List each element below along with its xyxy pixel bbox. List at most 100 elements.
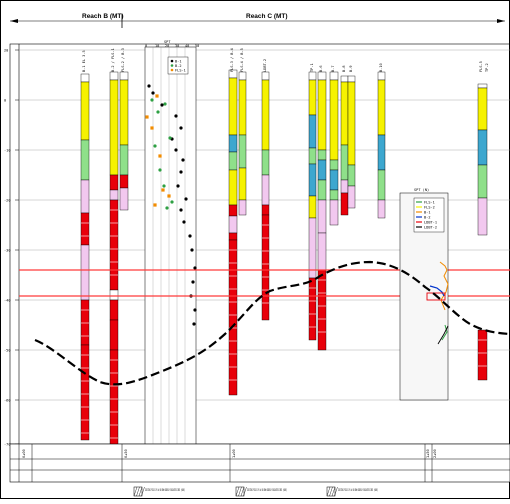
boring-layer bbox=[228, 215, 238, 234]
boring-layer bbox=[317, 159, 327, 181]
right-legend-label: FLS-1 bbox=[424, 200, 435, 204]
boring-layer bbox=[109, 79, 119, 176]
spt-point-fls1 bbox=[145, 115, 149, 119]
reach-b-label: Reach B (MT) bbox=[82, 13, 124, 20]
spt-point-b2 bbox=[156, 110, 160, 114]
spt-panel: 0 10 20 30 40 50 SPT B-1 B-2 FLS-1 bbox=[144, 40, 199, 445]
boring-layer bbox=[377, 169, 386, 201]
spt-point-b1 bbox=[151, 91, 155, 95]
boring-layer bbox=[377, 199, 386, 219]
pile-hatch-stroke bbox=[141, 486, 145, 497]
boring-label: B-7 bbox=[331, 66, 335, 73]
spt-point-b2 bbox=[162, 184, 166, 188]
boring-label: TP-1 bbox=[310, 63, 314, 72]
boring-layer bbox=[80, 139, 90, 181]
boring-layer bbox=[261, 71, 270, 81]
spt-trace-ldbt bbox=[437, 325, 449, 345]
boring-layer bbox=[238, 199, 247, 216]
boring-label: FLS-3 / B-4 bbox=[230, 48, 234, 72]
boring-layer bbox=[109, 289, 119, 301]
spt-scale-label: 50 bbox=[195, 44, 199, 48]
right-legend-label: FLS-2 bbox=[424, 205, 435, 209]
pile-hatch-stroke bbox=[136, 486, 140, 497]
boring-layer bbox=[317, 79, 327, 151]
spt-point-fls1 bbox=[153, 203, 157, 207]
spt-legend-b1: B-1 bbox=[175, 60, 182, 64]
spt-point-fls1 bbox=[158, 154, 162, 158]
boring-layer bbox=[119, 79, 129, 146]
elevation-tick-label: -40 bbox=[4, 299, 11, 303]
boring-layer bbox=[261, 79, 270, 151]
spt-point-fls1 bbox=[161, 188, 165, 192]
spt-point-b2 bbox=[153, 144, 157, 148]
spt-point-fls1 bbox=[150, 126, 154, 130]
boring-label: FLS-2 / B-3 bbox=[121, 48, 125, 72]
boring-layer bbox=[80, 73, 90, 83]
station-label: 0+50 bbox=[124, 449, 128, 458]
bottom-table-frame bbox=[9, 443, 510, 483]
elevation-tick-label: 20 bbox=[4, 49, 8, 53]
existing-pile-symbols: EXISTING PILES OF LW ON ROW WIDENLY EXCA… bbox=[133, 486, 378, 497]
boring-layer bbox=[377, 71, 386, 81]
boring-layer bbox=[347, 185, 356, 209]
spt-point-b1 bbox=[174, 114, 178, 118]
boring-layer bbox=[238, 167, 247, 201]
right-legend-label: B-1 bbox=[424, 210, 431, 214]
pile-hatch-stroke bbox=[238, 486, 242, 497]
pile-hatch-stroke bbox=[235, 486, 240, 497]
spt-trace-fls1 bbox=[439, 261, 449, 311]
spt-point-b2 bbox=[150, 98, 154, 102]
existing-piles-note: EXISTING PILES OF LW ON ROW WIDENLY EXCA… bbox=[338, 488, 378, 492]
spt-point-b1 bbox=[193, 308, 197, 312]
boring-layer bbox=[329, 71, 339, 81]
ground-profile-line bbox=[34, 260, 510, 386]
spt-point-b1 bbox=[179, 170, 183, 174]
spt-legend-marker-b1 bbox=[170, 59, 174, 63]
spt-legend-marker-b2 bbox=[170, 64, 174, 67]
boring-layer bbox=[308, 79, 317, 116]
boring-label: B-10 bbox=[379, 63, 383, 72]
spt-point-fls1 bbox=[155, 94, 159, 98]
boring-layer bbox=[308, 195, 317, 219]
boring-layer bbox=[317, 71, 327, 81]
spt-highlight-box bbox=[426, 292, 446, 301]
spt-scale-label: 0 bbox=[145, 44, 147, 48]
reach-c-label: Reach C (MT) bbox=[246, 13, 288, 20]
pile-hatch-stroke bbox=[331, 486, 336, 497]
spt-point-b2 bbox=[168, 136, 172, 140]
boring-layer bbox=[261, 214, 270, 321]
boring-layer bbox=[109, 174, 119, 191]
elevation-tick-label: -70 bbox=[4, 443, 11, 447]
spt-data-points bbox=[145, 84, 197, 326]
spt-point-b1 bbox=[190, 248, 194, 252]
boring-layer bbox=[317, 149, 327, 161]
boring-label: B-8 bbox=[342, 66, 346, 73]
elevation-tick-label: -30 bbox=[4, 249, 11, 253]
boring-layer bbox=[329, 159, 339, 171]
boring-layer bbox=[308, 114, 317, 149]
boring-layer bbox=[109, 299, 119, 321]
boring-label: B-6 bbox=[319, 66, 323, 73]
spt-legend-b2: B-2 bbox=[175, 64, 182, 68]
boring-layer bbox=[80, 344, 90, 441]
boring-layer bbox=[80, 179, 90, 214]
boring-layer bbox=[340, 192, 349, 216]
spt-point-fls1 bbox=[167, 194, 171, 198]
spt-point-b2 bbox=[165, 206, 169, 210]
boring-layer bbox=[261, 149, 270, 176]
boring-layer bbox=[347, 75, 356, 83]
boring-layer bbox=[80, 81, 90, 141]
spt-point-b1 bbox=[191, 280, 195, 284]
boring-logs bbox=[80, 69, 488, 449]
spt-scale-label: 20 bbox=[165, 44, 169, 48]
arrow-left-icon bbox=[10, 19, 18, 23]
bottom-table: 0+00 0+50 1+00 1+50 2+00 EXISTING PILES OF L… bbox=[9, 443, 510, 497]
spt-point-b1 bbox=[184, 197, 188, 201]
spt-point-b1 bbox=[179, 126, 183, 130]
spt-legend-marker-fls1 bbox=[170, 68, 174, 72]
spt-panel-gridlines: 0 10 20 30 40 50 bbox=[145, 44, 199, 444]
spt-point-b1 bbox=[192, 322, 196, 326]
spt-panel-frame bbox=[144, 46, 197, 445]
